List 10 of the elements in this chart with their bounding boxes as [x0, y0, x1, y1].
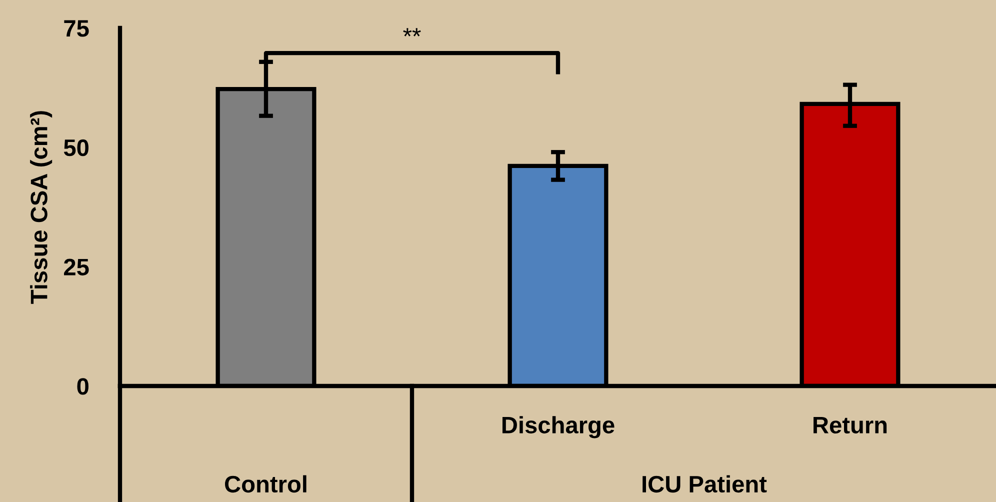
y-tick-label: 50: [64, 139, 88, 156]
annotation: **: [403, 28, 421, 36]
y-tick-label: 75: [64, 20, 89, 37]
y-axis-title: Tissue CSA (cm²): [30, 111, 52, 304]
x-tick-label: Return: [814, 417, 887, 434]
y-tick-label: 25: [64, 258, 89, 276]
text: Control: [225, 475, 306, 493]
x-tick-label: Discharge: [502, 416, 614, 438]
text: ICU Patient: [642, 475, 767, 493]
y-tick-label: 0: [77, 378, 88, 395]
